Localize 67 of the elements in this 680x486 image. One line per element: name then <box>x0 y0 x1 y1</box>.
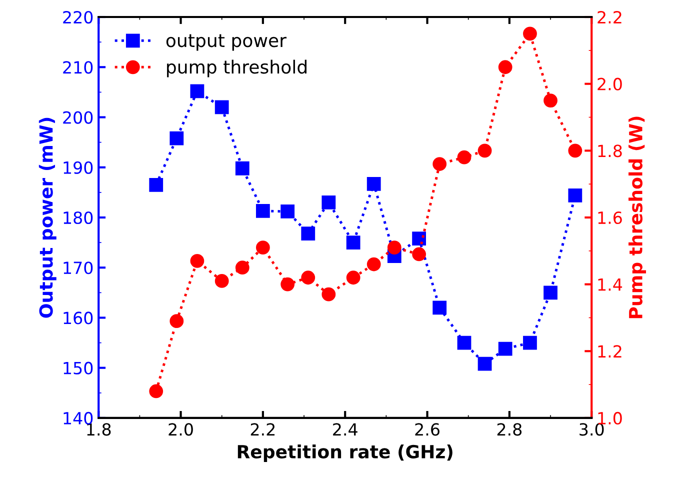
x-tick-label: 1.8 <box>87 423 111 436</box>
point <box>256 240 270 254</box>
y2-tick-label: 1.2 <box>598 345 622 358</box>
legend-label: output power <box>166 34 287 51</box>
y-tick-label: 170 <box>64 262 93 274</box>
point <box>498 342 512 356</box>
point <box>214 100 229 114</box>
point <box>190 84 204 98</box>
x-tick-label: 2.2 <box>250 423 275 436</box>
point <box>280 277 295 292</box>
y2-tick-label: 2.2 <box>598 10 622 24</box>
point <box>170 314 184 328</box>
point <box>457 150 472 164</box>
y2-tick-label: 2.0 <box>598 78 622 90</box>
point <box>412 232 426 246</box>
point <box>568 144 582 158</box>
point <box>478 144 492 158</box>
y2-tick-label: 1.4 <box>598 278 622 291</box>
y2-tick-label: 1.8 <box>598 144 622 158</box>
point <box>544 286 558 300</box>
point <box>432 300 447 315</box>
y-tick-label: 210 <box>63 61 93 74</box>
point <box>346 236 360 250</box>
point <box>366 176 381 191</box>
x-tick-label: 3.0 <box>580 423 604 436</box>
y-axis-title: Output power (mW) <box>38 118 56 318</box>
y2-axis-title: Pump threshold (W) <box>628 116 646 318</box>
point <box>346 270 360 285</box>
x-tick-label: 2.8 <box>497 423 522 436</box>
point <box>498 60 512 74</box>
y-tick-label: 140 <box>64 412 93 425</box>
point <box>280 204 295 218</box>
x-tick-label: 2.6 <box>415 423 440 436</box>
point <box>301 226 316 240</box>
point <box>149 384 164 398</box>
point <box>544 94 558 108</box>
y2-tick-label: 1.6 <box>598 211 622 224</box>
y2-tick-label: 1.0 <box>598 412 622 425</box>
y-tick-label: 190 <box>64 161 93 174</box>
legend-label: pump threshold <box>167 60 306 78</box>
point <box>432 157 447 171</box>
point <box>523 26 537 41</box>
point <box>190 254 204 268</box>
y-tick-label: 150 <box>64 362 93 374</box>
point <box>523 336 537 350</box>
point <box>412 247 426 262</box>
y-tick-label: 200 <box>63 111 93 124</box>
point <box>366 257 381 272</box>
point <box>387 240 402 254</box>
y-tick-label: 180 <box>64 211 93 224</box>
x-axis-title: Repetition rate (GHz) <box>238 444 452 462</box>
point <box>457 336 472 350</box>
point <box>256 204 270 218</box>
x-tick-label: 2.0 <box>168 423 193 436</box>
y-tick-label: 160 <box>64 312 93 324</box>
point <box>301 270 316 285</box>
point <box>322 287 336 302</box>
y-tick-label: 220 <box>63 10 93 24</box>
point <box>568 188 582 202</box>
point <box>170 131 184 146</box>
point <box>149 178 164 192</box>
point <box>478 356 492 371</box>
point <box>235 161 250 176</box>
point <box>214 274 229 288</box>
x-tick-label: 2.4 <box>333 423 358 436</box>
point <box>235 260 250 275</box>
point <box>322 196 336 210</box>
